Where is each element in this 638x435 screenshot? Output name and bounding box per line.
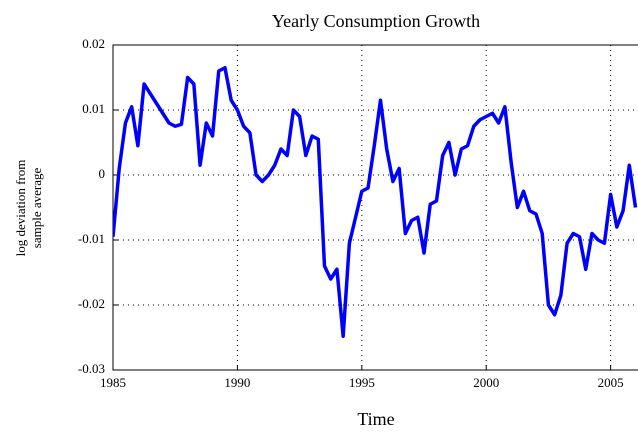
y-tick-label: 0.02 <box>82 36 105 51</box>
x-tick-label: 2005 <box>598 375 624 390</box>
x-axis-label: Time <box>357 409 394 429</box>
x-tick-label: 1985 <box>100 375 126 390</box>
x-tick-label: 2000 <box>473 375 499 390</box>
y-axis-label: sample average <box>29 168 44 249</box>
y-tick-label: -0.01 <box>78 231 105 246</box>
y-tick-label: 0.01 <box>82 101 105 116</box>
x-tick-label: 1990 <box>224 375 250 390</box>
x-tick-label: 1995 <box>349 375 375 390</box>
y-axis-label: log deviation from <box>13 160 28 257</box>
y-tick-label: 0 <box>99 166 106 181</box>
chart-title: Yearly Consumption Growth <box>272 11 480 31</box>
y-tick-label: -0.02 <box>78 296 105 311</box>
line <box>113 66 638 338</box>
axes <box>112 44 638 371</box>
y-tick-label: -0.03 <box>78 361 105 376</box>
